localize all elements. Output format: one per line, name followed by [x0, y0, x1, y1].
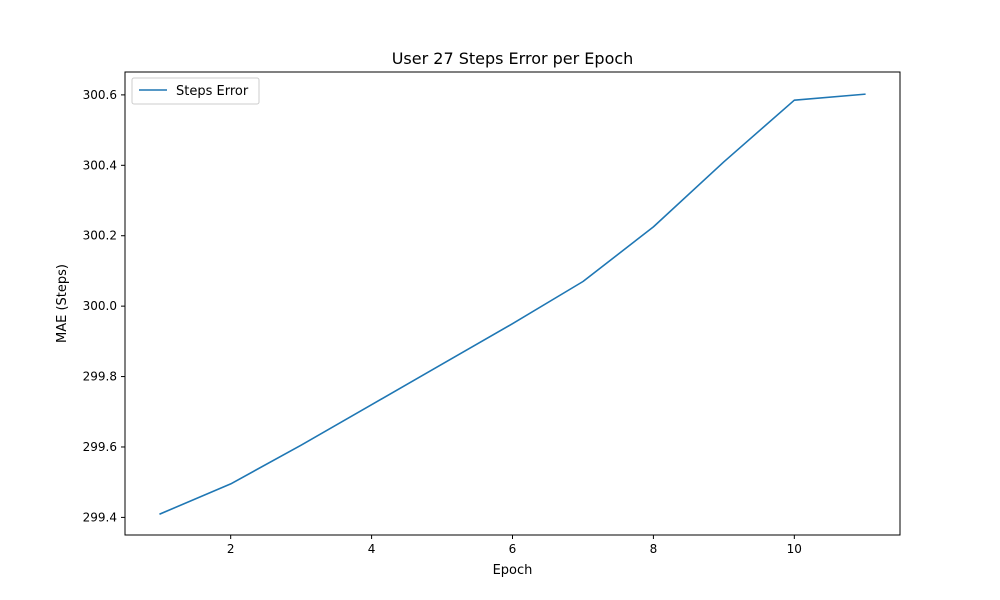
- y-tick-label: 300.6: [83, 88, 117, 102]
- y-axis-title: MAE (Steps): [55, 264, 70, 343]
- series-layer: [159, 93, 866, 515]
- x-tick-label: 6: [509, 542, 517, 556]
- legend: Steps Error: [131, 77, 260, 105]
- plot-frame: [124, 71, 901, 536]
- x-tick-label: 4: [368, 542, 376, 556]
- chart-title: User 27 Steps Error per Epoch: [392, 49, 634, 68]
- x-axis-title: Epoch: [493, 563, 533, 578]
- series-line-steps-error: [159, 93, 866, 515]
- y-tick-label: 299.4: [83, 510, 117, 524]
- y-tick-label: 299.8: [83, 370, 117, 384]
- legend-box: [131, 77, 260, 105]
- x-tick-label: 8: [650, 542, 658, 556]
- y-tick-label: 300.0: [83, 299, 117, 313]
- y-tick-label: 300.4: [83, 158, 117, 172]
- x-axis: 2 4 6 8 10: [227, 535, 802, 556]
- plot-area: [125, 72, 900, 535]
- y-tick-label: 299.6: [83, 440, 117, 454]
- legend-label-steps-error: Steps Error: [176, 84, 249, 99]
- y-axis: 299.4 299.6 299.8 300.0 300.2 300.4 300.6: [83, 88, 125, 524]
- y-tick-label: 300.2: [83, 229, 117, 243]
- x-tick-label: 10: [787, 542, 802, 556]
- x-tick-label: 2: [227, 542, 235, 556]
